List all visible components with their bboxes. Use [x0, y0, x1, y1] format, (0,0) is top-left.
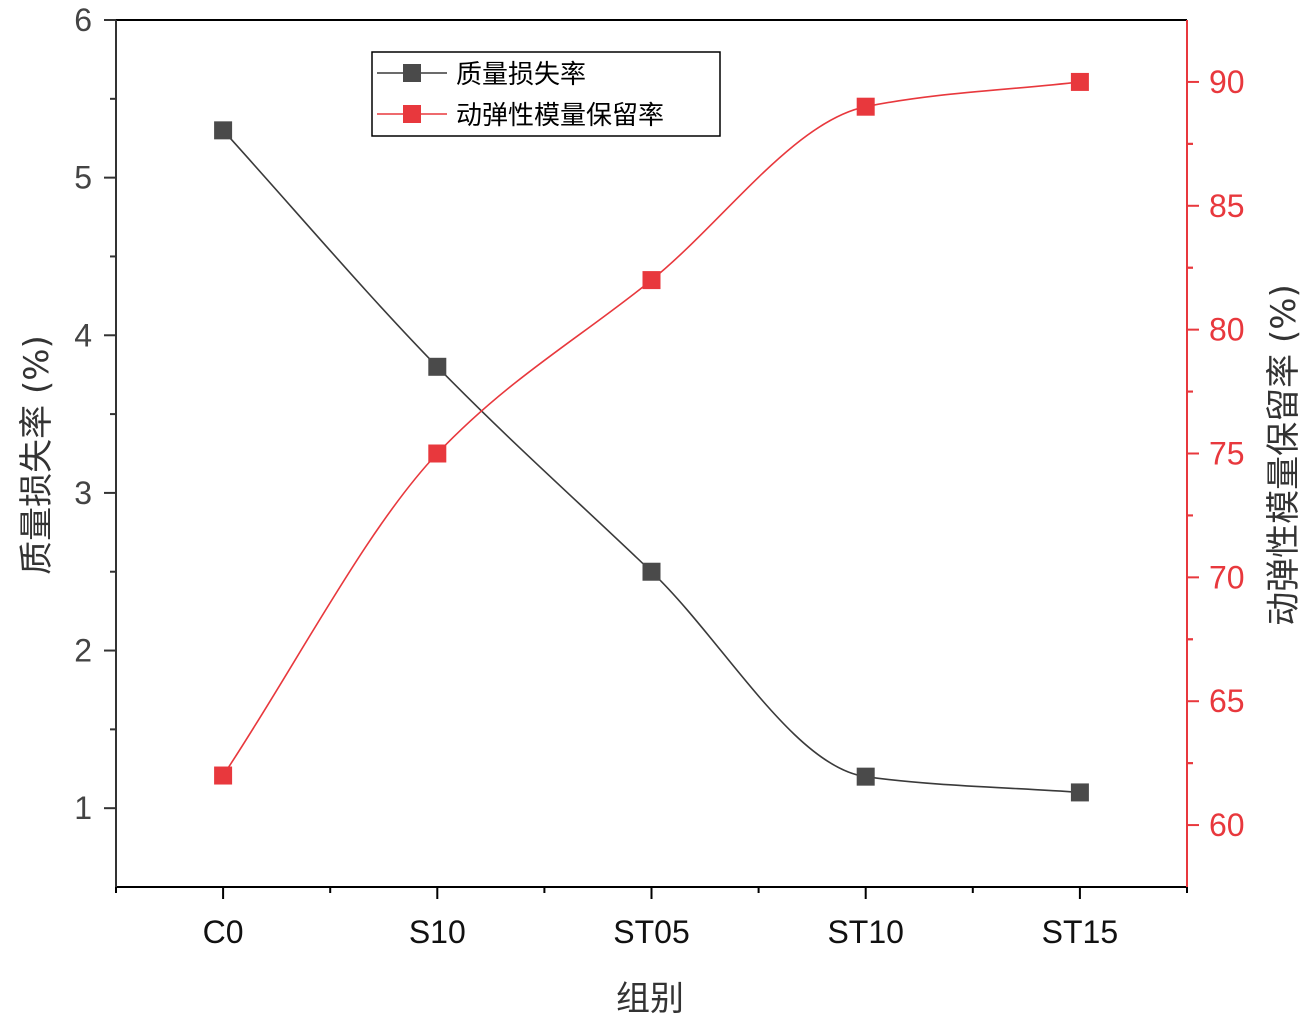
legend-item-mass-loss: 质量损失率	[377, 60, 586, 90]
y-right-tick-label: 60	[1209, 807, 1245, 843]
legend-label-mass-loss: 质量损失率	[456, 60, 586, 90]
data-point	[428, 357, 447, 376]
y-left-tick-label: 1	[74, 790, 92, 826]
y-axis-right-title: 动弹性模量保留率 (%)	[1264, 284, 1304, 626]
y-right-tick-label: 80	[1209, 312, 1245, 348]
data-point	[856, 97, 875, 116]
series-mass-loss	[214, 121, 1089, 802]
y-left-tick-label: 6	[74, 2, 92, 38]
series-line	[222, 81, 1080, 776]
data-point	[1070, 783, 1089, 802]
y-axis-right: 60 65 70 75 80 85 90	[1187, 64, 1245, 843]
y-left-tick-label: 2	[74, 633, 92, 669]
legend: 质量损失率 动弹性模量保留率	[371, 51, 721, 137]
y-right-tick-label: 90	[1209, 64, 1245, 100]
x-tick-label: ST05	[613, 914, 689, 950]
data-point	[428, 444, 447, 463]
data-point	[856, 767, 875, 786]
data-point	[1070, 72, 1089, 91]
y-right-tick-label: 85	[1209, 188, 1245, 224]
x-tick-label: ST10	[827, 914, 903, 950]
plot-frame	[115, 19, 1188, 888]
series-line	[222, 129, 1080, 794]
x-axis: C0 S10 ST05 ST10 ST15	[115, 887, 1188, 950]
legend-item-modulus: 动弹性模量保留率	[377, 101, 664, 131]
data-point	[642, 271, 661, 290]
y-left-tick-label: 4	[74, 317, 92, 353]
y-right-tick-label: 70	[1209, 559, 1245, 595]
data-point	[214, 766, 233, 785]
legend-marker-mass-loss	[403, 64, 421, 82]
y-axis-left-title: 质量损失率 (%)	[17, 335, 57, 575]
legend-box	[371, 51, 721, 137]
x-axis-title: 组别	[616, 979, 684, 1019]
y-right-tick-label: 65	[1209, 683, 1245, 719]
y-left-tick-label: 5	[74, 160, 92, 196]
series-modulus	[214, 72, 1089, 785]
y-axis-left: 1 2 3 4 5 6	[74, 2, 116, 826]
y-right-tick-label: 75	[1209, 436, 1245, 472]
x-tick-label: S10	[409, 914, 466, 950]
data-point	[214, 121, 233, 140]
legend-label-modulus: 动弹性模量保留率	[456, 101, 664, 131]
series-layer	[214, 72, 1089, 802]
x-tick-label: C0	[203, 914, 244, 950]
x-tick-label: ST15	[1042, 914, 1118, 950]
legend-marker-modulus	[403, 105, 421, 123]
data-point	[642, 562, 661, 581]
y-left-tick-label: 3	[74, 475, 92, 511]
